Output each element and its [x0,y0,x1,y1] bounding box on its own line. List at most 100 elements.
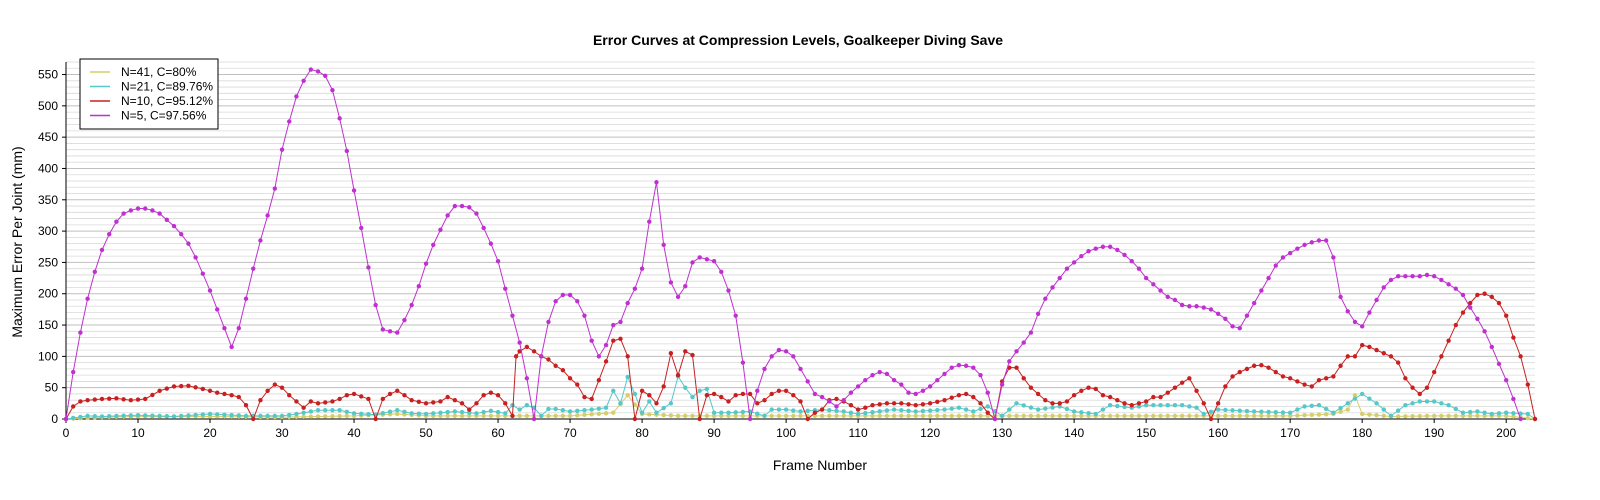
data-point [409,411,414,416]
data-point [812,413,818,419]
data-point [567,413,573,419]
data-point [1417,399,1422,404]
data-point [1352,354,1358,359]
data-point [1043,398,1048,403]
data-point [99,414,105,419]
data-point [1230,324,1235,329]
data-point [128,398,134,403]
series-layer [63,67,1538,422]
data-point [387,391,393,397]
data-point [179,232,184,237]
data-point [596,377,602,383]
data-point [978,401,983,406]
data-point [935,399,940,404]
data-point [63,416,69,422]
data-point [596,411,602,416]
data-point [1043,406,1048,411]
data-point [1230,408,1235,413]
data-point [1143,399,1149,404]
data-point [942,371,947,377]
data-point [128,208,134,213]
data-point [1309,403,1314,409]
data-point [1518,354,1523,359]
data-point [999,413,1005,419]
data-point [402,317,407,323]
data-point [1280,413,1286,419]
data-point [1525,382,1531,387]
data-point [978,372,983,378]
data-point [654,180,659,185]
data-point [582,313,587,318]
data-point [1259,288,1264,293]
data-point [1489,411,1494,417]
data-point [683,385,688,390]
data-point [71,404,76,409]
data-point [92,269,98,275]
data-point [927,384,933,389]
data-point [308,67,314,72]
data-point [308,399,314,404]
data-point [107,414,112,419]
data-point [1302,413,1307,418]
data-point [863,410,868,416]
data-point [416,284,422,289]
data-point [1374,401,1379,406]
data-point [589,338,594,343]
data-point [711,391,717,397]
data-point [740,391,746,397]
data-point [157,413,162,419]
data-point [740,360,746,365]
data-point [1050,285,1055,290]
data-point [200,271,206,276]
data-point [668,280,674,285]
data-point [258,398,263,403]
data-point [1215,401,1221,406]
data-point [1424,385,1430,390]
data-point [812,391,818,397]
data-point [315,408,321,413]
x-tick-label: 130 [992,426,1012,440]
data-point [1460,310,1466,315]
grid [66,61,1535,420]
data-point [1359,391,1365,397]
data-point [186,413,191,418]
data-point [575,408,580,414]
data-point [632,416,638,422]
data-point [697,255,702,260]
data-point [1403,414,1408,419]
data-point [805,416,810,422]
data-point [1215,413,1221,419]
data-point [121,397,126,402]
data-point [1223,316,1228,321]
data-point [1424,272,1430,278]
data-point [1331,410,1336,415]
data-point [531,416,537,422]
data-point [1194,388,1199,394]
data-point [1143,275,1149,281]
data-point [1374,297,1379,303]
data-point [935,377,940,383]
data-point [107,396,112,401]
data-point [92,413,98,419]
data-point [452,398,458,403]
data-point [1079,410,1084,415]
data-point [243,413,249,419]
data-point [683,284,688,289]
data-point [200,412,206,417]
data-point [193,412,198,418]
data-point [899,382,904,387]
data-point [1287,410,1293,415]
data-point [1179,302,1185,308]
data-point [1194,405,1199,410]
data-point [884,413,890,419]
data-point [913,391,918,397]
data-point [1453,413,1458,419]
data-point [654,410,659,415]
data-point [1273,413,1278,419]
data-point [690,394,695,400]
data-point [193,255,198,260]
data-point [524,413,530,419]
data-point [1093,386,1098,392]
data-point [1179,380,1185,385]
y-tick-label: 450 [38,130,58,144]
